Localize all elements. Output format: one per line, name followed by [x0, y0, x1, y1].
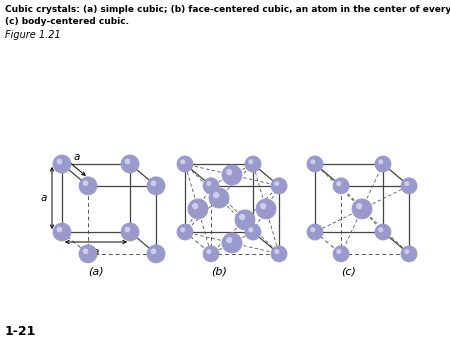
Circle shape	[274, 249, 279, 254]
Circle shape	[356, 203, 362, 209]
Text: (c) body-centered cubic.: (c) body-centered cubic.	[5, 17, 129, 26]
Circle shape	[177, 156, 193, 172]
Circle shape	[378, 159, 383, 164]
Circle shape	[239, 214, 245, 220]
Text: Cubic crystals: (a) simple cubic; (b) face-centered cubic, an atom in the center: Cubic crystals: (a) simple cubic; (b) fa…	[5, 5, 450, 14]
Circle shape	[310, 159, 315, 164]
Circle shape	[53, 223, 71, 241]
Text: 1-21: 1-21	[5, 325, 36, 338]
Circle shape	[203, 246, 219, 262]
Circle shape	[53, 155, 71, 173]
Circle shape	[83, 180, 88, 186]
Circle shape	[248, 227, 253, 232]
Circle shape	[375, 224, 391, 240]
Circle shape	[57, 159, 63, 164]
Circle shape	[310, 227, 315, 232]
Circle shape	[235, 210, 255, 230]
Text: (b): (b)	[211, 267, 227, 277]
Circle shape	[274, 181, 279, 186]
Circle shape	[192, 203, 198, 209]
Circle shape	[209, 188, 229, 208]
Circle shape	[79, 177, 97, 195]
Circle shape	[336, 181, 342, 186]
Circle shape	[404, 249, 410, 254]
Circle shape	[271, 246, 287, 262]
Circle shape	[125, 226, 130, 232]
Circle shape	[401, 246, 417, 262]
Circle shape	[401, 178, 417, 194]
Circle shape	[404, 181, 410, 186]
Circle shape	[333, 246, 349, 262]
Circle shape	[79, 245, 97, 263]
Circle shape	[180, 227, 185, 232]
Circle shape	[121, 155, 139, 173]
Text: a: a	[93, 247, 99, 257]
Circle shape	[151, 180, 157, 186]
Text: Figure 1.21: Figure 1.21	[5, 30, 61, 40]
Circle shape	[83, 248, 88, 254]
Circle shape	[260, 203, 266, 209]
Text: a: a	[74, 152, 80, 162]
Circle shape	[206, 249, 211, 254]
Circle shape	[271, 178, 287, 194]
Circle shape	[307, 156, 323, 172]
Circle shape	[226, 169, 232, 175]
Circle shape	[147, 245, 165, 263]
Circle shape	[336, 249, 342, 254]
Text: (c): (c)	[342, 267, 356, 277]
Circle shape	[307, 224, 323, 240]
Circle shape	[206, 181, 211, 186]
Circle shape	[245, 156, 261, 172]
Circle shape	[203, 178, 219, 194]
Circle shape	[222, 233, 242, 253]
Circle shape	[226, 237, 232, 243]
Circle shape	[352, 199, 372, 219]
Circle shape	[375, 156, 391, 172]
Circle shape	[57, 226, 63, 232]
Circle shape	[177, 224, 193, 240]
Circle shape	[378, 227, 383, 232]
Circle shape	[151, 248, 157, 254]
Circle shape	[188, 199, 208, 219]
Circle shape	[147, 177, 165, 195]
Circle shape	[125, 159, 130, 164]
Circle shape	[180, 159, 185, 164]
Circle shape	[248, 159, 253, 164]
Circle shape	[213, 192, 220, 198]
Circle shape	[121, 223, 139, 241]
Text: a: a	[40, 193, 47, 203]
Circle shape	[222, 165, 242, 185]
Circle shape	[245, 224, 261, 240]
Circle shape	[256, 199, 276, 219]
Circle shape	[333, 178, 349, 194]
Text: (a): (a)	[88, 267, 104, 277]
